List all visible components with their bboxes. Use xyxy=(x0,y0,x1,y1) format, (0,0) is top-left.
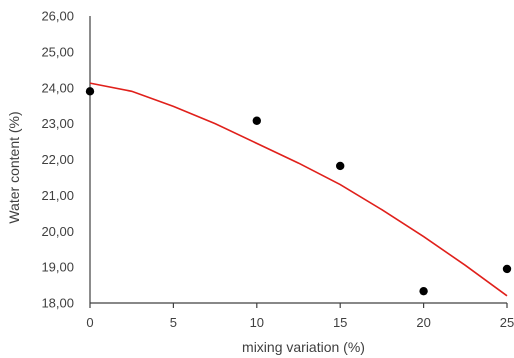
x-tick-label: 20 xyxy=(416,315,430,330)
y-tick-label: 21,00 xyxy=(41,188,74,203)
y-tick-label: 20,00 xyxy=(41,224,74,239)
data-point xyxy=(419,286,428,296)
y-tick-label: 25,00 xyxy=(41,44,74,59)
x-axis-tick-labels: 0 5 10 15 20 25 xyxy=(86,315,514,330)
y-tick-label: 19,00 xyxy=(41,260,74,275)
x-tick-label: 15 xyxy=(333,315,347,330)
y-axis-tick-labels: 18,00 19,00 20,00 21,00 22,00 23,00 24,00 25,00… xyxy=(41,9,74,311)
y-axis-title: Water content (%) xyxy=(6,111,22,223)
x-axis-tick-marks xyxy=(89,303,508,308)
x-axis-title: mixing variation (%) xyxy=(242,339,365,355)
x-tick-label: 10 xyxy=(250,315,264,330)
y-tick-label: 23,00 xyxy=(41,116,74,131)
y-tick-label: 22,00 xyxy=(41,152,74,167)
data-point xyxy=(85,87,95,96)
trendline xyxy=(89,82,508,297)
data-point xyxy=(336,161,345,171)
data-points xyxy=(85,87,512,296)
x-tick-label: 25 xyxy=(500,315,514,330)
data-point xyxy=(502,264,512,274)
x-tick-label: 5 xyxy=(170,315,177,330)
data-point xyxy=(252,116,261,125)
y-tick-label: 24,00 xyxy=(41,80,74,95)
y-tick-label: 18,00 xyxy=(41,296,74,311)
y-tick-label: 26,00 xyxy=(41,9,74,24)
x-tick-label: 0 xyxy=(86,315,93,330)
